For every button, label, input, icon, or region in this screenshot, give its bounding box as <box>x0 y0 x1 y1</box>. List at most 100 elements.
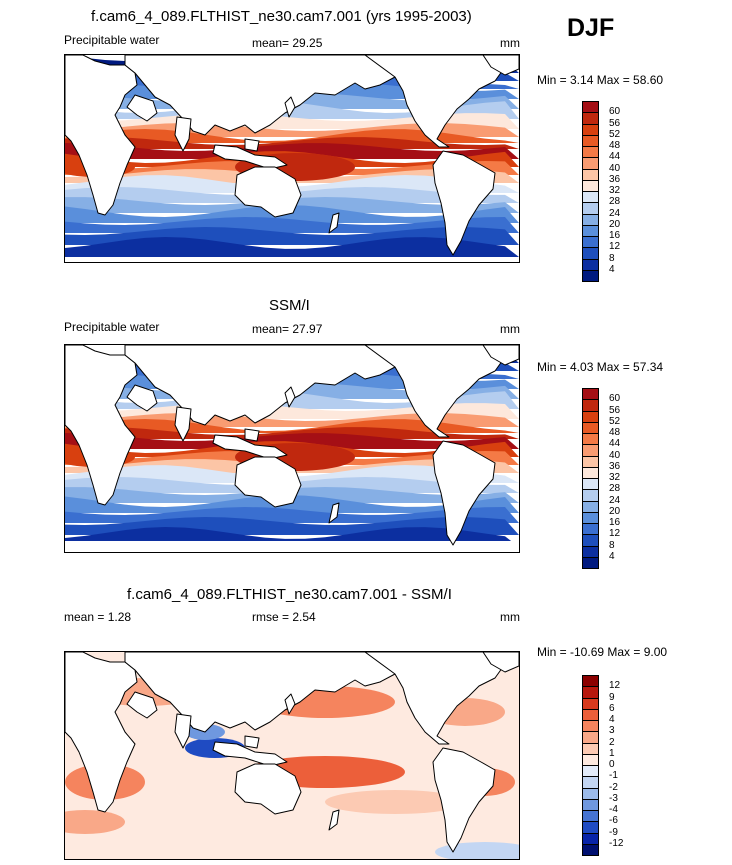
land-mass <box>244 138 260 152</box>
panel-diff-map <box>64 651 520 860</box>
land-mass <box>212 144 288 170</box>
panel-diff-rmse: rmse = 2.54 <box>252 610 316 624</box>
land-mass <box>174 116 192 152</box>
panel-model-colorbar: 60 56 52 48 44 40 36 32 28 24 20 16 12 8 4 <box>582 101 642 282</box>
colorbar-label: -2 <box>609 781 618 793</box>
diff-anomaly <box>65 810 125 834</box>
colorbar-label: 12 <box>609 528 621 540</box>
colorbar-label: 0 <box>609 759 615 770</box>
land-mass <box>244 428 260 442</box>
colorbar-label: -6 <box>609 815 618 827</box>
panel-model-variable: Precipitable water <box>64 33 160 47</box>
panel-diff-mean: mean = 1.28 <box>64 610 132 624</box>
colorbar-label: 24 <box>609 207 621 219</box>
diff-anomaly <box>325 790 465 814</box>
land-mass <box>126 691 158 719</box>
land-mass <box>212 741 288 767</box>
continent-outlines <box>65 55 519 256</box>
colorbar-label: 12 <box>609 241 621 253</box>
continent-outlines <box>65 345 519 546</box>
panel-diff-colorbar: 12 9 6 4 3 2 1 0 -1 -2 -3 -4 -6 -9 -12 <box>582 675 642 856</box>
land-mass <box>126 94 158 122</box>
colorbar-label: 16 <box>609 230 621 241</box>
colorbar-label: 8 <box>609 252 615 264</box>
colorbar-label: 2 <box>609 736 615 748</box>
land-mass <box>284 96 296 118</box>
panel-obs-colorbar: 60 56 52 48 44 40 36 32 28 24 20 16 12 8 4 <box>582 388 642 569</box>
land-mass <box>432 747 496 853</box>
colorbar-label: -1 <box>609 770 618 782</box>
land-mass <box>244 735 260 749</box>
land-mass <box>124 652 411 733</box>
panel-model-map <box>64 54 520 263</box>
land-mass <box>124 55 411 136</box>
panel-obs-title: SSM/I <box>269 297 310 314</box>
land-mass <box>328 212 340 234</box>
colorbar-label: 20 <box>609 218 621 230</box>
precip-band <box>65 137 519 149</box>
land-mass <box>284 693 296 715</box>
colorbar-label: 9 <box>609 691 615 703</box>
precip-band <box>65 205 519 223</box>
land-mass <box>284 386 296 408</box>
land-mass <box>432 440 496 546</box>
colorbar-label: 52 <box>609 415 621 427</box>
colorbar-label: 56 <box>609 117 621 129</box>
panel-obs-mean: mean= 27.97 <box>252 322 323 336</box>
colorbar-label: 44 <box>609 151 621 163</box>
precip-band <box>65 495 519 513</box>
colorbar-label: 52 <box>609 128 621 140</box>
colorbar-label: 4 <box>609 550 615 562</box>
panel-diff-units: mm <box>500 610 520 624</box>
land-mass <box>212 434 288 460</box>
precip-band <box>65 427 519 439</box>
colorbar-swatch <box>582 843 599 856</box>
colorbar-label: -3 <box>609 792 618 804</box>
panel-model-units: mm <box>500 36 520 50</box>
colorbar-label: 36 <box>609 460 621 472</box>
colorbar-label: -12 <box>609 837 624 849</box>
panel-obs-variable: Precipitable water <box>64 320 160 334</box>
colorbar-label: 28 <box>609 483 621 495</box>
panel-model-mean: mean= 29.25 <box>252 36 323 50</box>
colorbar-label: 4 <box>609 714 615 725</box>
colorbar-label: 12 <box>609 680 621 692</box>
land-mass <box>482 55 519 76</box>
colorbar-label: 4 <box>609 263 615 275</box>
precip-band <box>65 237 519 257</box>
season-label: DJF <box>567 14 615 42</box>
land-mass <box>124 345 411 426</box>
land-mass <box>482 652 519 673</box>
colorbar-label: 60 <box>609 106 621 118</box>
land-mass <box>234 166 302 218</box>
panel-model-minmax: Min = 3.14 Max = 58.60 <box>537 73 664 87</box>
precip-band <box>65 433 519 449</box>
land-mass <box>328 502 340 524</box>
precip-band <box>65 143 519 159</box>
colorbar-label: -9 <box>609 826 618 838</box>
colorbar-label: -4 <box>609 804 618 815</box>
panel-diff-title: f.cam6_4_089.FLTHIST_ne30.cam7.001 - SSM… <box>127 586 452 603</box>
land-mass <box>174 713 192 749</box>
colorbar-label: 3 <box>609 725 615 737</box>
colorbar-label: 28 <box>609 196 621 208</box>
colorbar-label: 6 <box>609 702 615 714</box>
colorbar-swatch <box>582 556 599 569</box>
colorbar-label: 16 <box>609 517 621 528</box>
colorbar-swatch <box>582 269 599 282</box>
colorbar-label: 60 <box>609 393 621 405</box>
colorbar-label: 32 <box>609 185 621 196</box>
colorbar-label: 56 <box>609 404 621 416</box>
continent-outlines <box>65 652 519 853</box>
land-mass <box>234 456 302 508</box>
panel-obs-minmax: Min = 4.03 Max = 57.34 <box>537 360 664 374</box>
land-mass <box>126 384 158 412</box>
panel-obs-map <box>64 344 520 553</box>
colorbar-label: 44 <box>609 438 621 450</box>
precip-band <box>65 465 519 483</box>
colorbar-label: 1 <box>609 747 615 759</box>
land-mass <box>482 345 519 366</box>
colorbar-label: 20 <box>609 505 621 517</box>
colorbar-label: 40 <box>609 162 621 174</box>
colorbar-label: 36 <box>609 173 621 185</box>
